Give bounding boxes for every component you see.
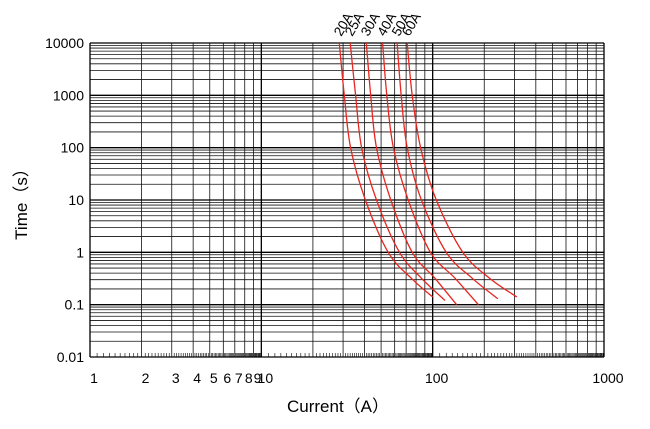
y-axis-title: Time（s） <box>12 160 31 240</box>
y-tick-label: 0.1 <box>65 297 85 313</box>
x-tick-label: 100 <box>425 370 449 386</box>
x-tick-label: 7 <box>235 370 243 386</box>
x-tick-label: 5 <box>210 370 218 386</box>
x-tick-label: 8 <box>245 370 253 386</box>
y-tick-label: 10000 <box>45 35 84 51</box>
series-line-40A <box>381 42 479 306</box>
x-tick-label: 6 <box>223 370 231 386</box>
x-tick-label: 9 <box>254 370 262 386</box>
x-axis-title: Current（A） <box>287 397 389 416</box>
x-tick-label: 3 <box>172 370 180 386</box>
x-tick-label: 1 <box>90 370 98 386</box>
series-line-30A <box>365 42 458 306</box>
series-lines <box>338 42 518 306</box>
x-tick-label: 1000 <box>592 370 623 386</box>
y-tick-label: 10 <box>68 192 84 208</box>
y-axis-tick-labels: 10000 1000 100 10 1 0.1 0.01 <box>45 35 84 365</box>
series-line-50A <box>396 42 499 300</box>
y-tick-label: 1 <box>76 244 84 260</box>
y-tick-label: 1000 <box>53 87 84 103</box>
x-tick-label: 2 <box>142 370 150 386</box>
y-tick-label: 100 <box>61 140 85 156</box>
y-tick-label: 0.01 <box>57 349 84 365</box>
x-tick-label: 4 <box>193 370 201 386</box>
series-line-60A <box>406 42 518 298</box>
series-line-20A <box>338 42 434 298</box>
major-gridlines <box>89 42 605 358</box>
x-tick-label: 10 <box>258 370 274 386</box>
x-axis-tick-labels: 1 2 3 4 5 6 7 8 910 100 1000 <box>90 370 624 386</box>
series-line-25A <box>349 42 446 301</box>
